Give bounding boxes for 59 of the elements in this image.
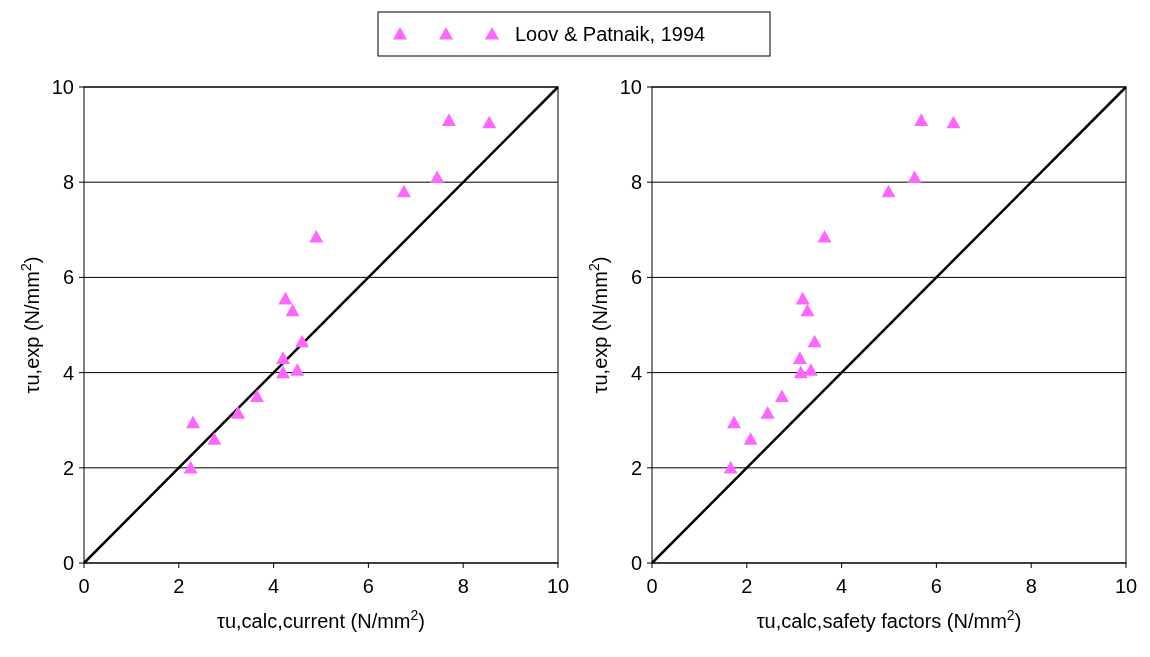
x-tick-label: 6 bbox=[930, 575, 942, 597]
point bbox=[396, 184, 411, 198]
x-tick-label: 4 bbox=[268, 575, 280, 597]
y-tick-label: 8 bbox=[630, 171, 642, 194]
point bbox=[803, 363, 818, 376]
x-tick-label: 2 bbox=[173, 575, 185, 597]
point bbox=[207, 432, 222, 445]
x-tick-label: 4 bbox=[836, 575, 848, 597]
point bbox=[907, 170, 922, 184]
x-tick-label: 10 bbox=[1114, 575, 1138, 597]
point bbox=[285, 303, 300, 317]
x-tick-label: 6 bbox=[362, 575, 374, 597]
point bbox=[807, 334, 822, 348]
y-tick-label: 6 bbox=[630, 266, 642, 289]
x-tick-label: 0 bbox=[646, 575, 658, 597]
point bbox=[441, 113, 456, 126]
y-tick-label: 4 bbox=[630, 361, 642, 384]
point bbox=[290, 363, 305, 376]
point bbox=[881, 184, 896, 198]
point bbox=[183, 460, 198, 474]
point bbox=[795, 291, 810, 305]
point bbox=[278, 291, 293, 305]
y-tick-label: 0 bbox=[62, 552, 74, 574]
point bbox=[309, 229, 324, 243]
x-tick-label: 8 bbox=[1025, 575, 1037, 597]
point bbox=[760, 406, 775, 419]
point bbox=[723, 460, 738, 474]
point bbox=[800, 303, 815, 317]
legend-label: Loov & Patnaik, 1994 bbox=[515, 23, 706, 45]
point bbox=[727, 415, 741, 429]
x-tick-label: 8 bbox=[457, 575, 469, 597]
point bbox=[231, 406, 246, 419]
y-tick-label: 8 bbox=[62, 171, 74, 194]
point bbox=[295, 334, 310, 348]
point bbox=[276, 365, 291, 379]
y-tick-label: 0 bbox=[630, 552, 642, 574]
y-tick-label: 2 bbox=[630, 456, 642, 479]
point bbox=[792, 351, 807, 364]
point bbox=[793, 365, 808, 379]
point bbox=[482, 115, 497, 129]
y-tick-label: 10 bbox=[51, 76, 74, 98]
point bbox=[774, 389, 789, 402]
point bbox=[430, 170, 445, 184]
point bbox=[817, 229, 832, 243]
y-tick-label: 2 bbox=[62, 456, 74, 479]
y-tick-label: 4 bbox=[62, 361, 74, 384]
point bbox=[946, 115, 961, 129]
x-axis-title: τu,calc,safety factors (N/mm$^{2}$) bbox=[756, 607, 1022, 632]
point bbox=[186, 415, 201, 429]
y-tick-label: 10 bbox=[619, 76, 642, 98]
point bbox=[743, 432, 758, 445]
y-tick-label: 6 bbox=[62, 266, 74, 289]
x-tick-label: 10 bbox=[546, 575, 570, 597]
x-tick-label: 0 bbox=[78, 575, 90, 597]
point bbox=[250, 389, 265, 402]
point bbox=[914, 113, 929, 126]
x-axis-title: τu,calc,current (N/mm$^{2}$) bbox=[217, 607, 425, 632]
point bbox=[276, 351, 291, 364]
x-tick-label: 2 bbox=[741, 575, 753, 597]
